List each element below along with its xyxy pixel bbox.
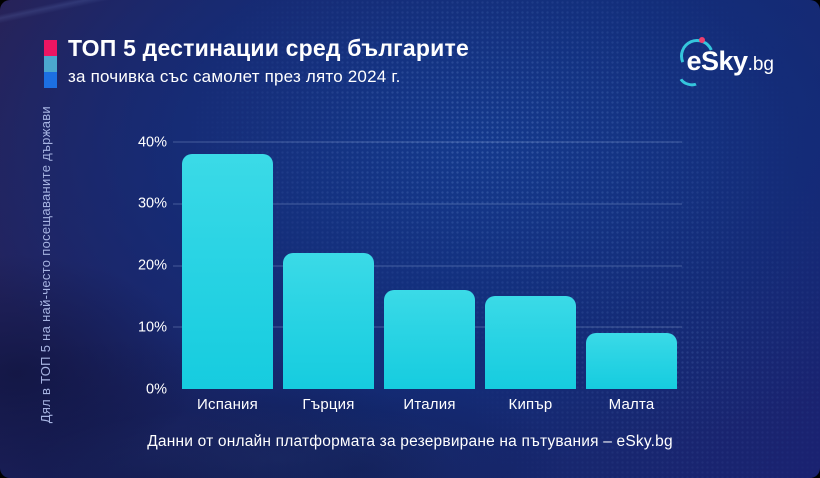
y-tick-label-40: 40% — [137, 133, 167, 150]
x-category-label-Кипър: Кипър — [508, 396, 553, 413]
gridline-40 — [173, 141, 682, 143]
y-tick-label-10: 10% — [137, 319, 167, 335]
logo-dot-icon — [698, 37, 705, 43]
esky-logo: eSky.bg — [674, 33, 774, 90]
y-axis-title-text: Дял в ТОП 5 на най-често посещаваните дъ… — [37, 106, 53, 424]
header: ТОП 5 дестинации сред българите за почив… — [68, 34, 469, 87]
gridline-30 — [173, 203, 682, 205]
accent-segment-blue — [44, 72, 57, 88]
accent-segment-pink — [44, 40, 57, 56]
plot-area: 0% 10% 20% 30% 40% Испания Гърция Италия Кипър Ма… — [138, 135, 682, 413]
bar-Кипър — [485, 296, 576, 389]
accent-segment-cyan — [44, 56, 57, 72]
bar-Италия — [384, 290, 475, 389]
y-tick-label-20: 20% — [137, 257, 167, 274]
x-category-label-Малта: Малта — [608, 396, 655, 413]
page-title: ТОП 5 дестинации сред българите — [68, 35, 469, 61]
y-tick-label-30: 30% — [137, 195, 167, 212]
page-subtitle: за почивка със самолет през лято 2024 г. — [68, 66, 401, 86]
x-category-label-Испания: Испания — [197, 396, 258, 413]
bar-Испания — [182, 154, 273, 389]
logo-tld-text: .bg — [747, 54, 774, 75]
y-axis-title: Дял в ТОП 5 на най-често посещаваните дъ… — [34, 106, 56, 423]
title-accent-bar — [44, 40, 57, 88]
bar-Гърция — [283, 253, 374, 389]
x-category-label-Италия: Италия — [403, 396, 456, 413]
bar-Малта — [586, 333, 677, 389]
x-category-label-Гърция: Гърция — [302, 396, 355, 413]
source-note: Данни от онлайн платформата за резервира… — [147, 433, 673, 450]
logo-wordmark: eSky.bg — [674, 33, 774, 90]
y-tick-label-0: 0% — [146, 380, 167, 397]
logo-brand-text: eSky — [686, 46, 749, 76]
gridline-20 — [173, 265, 682, 266]
